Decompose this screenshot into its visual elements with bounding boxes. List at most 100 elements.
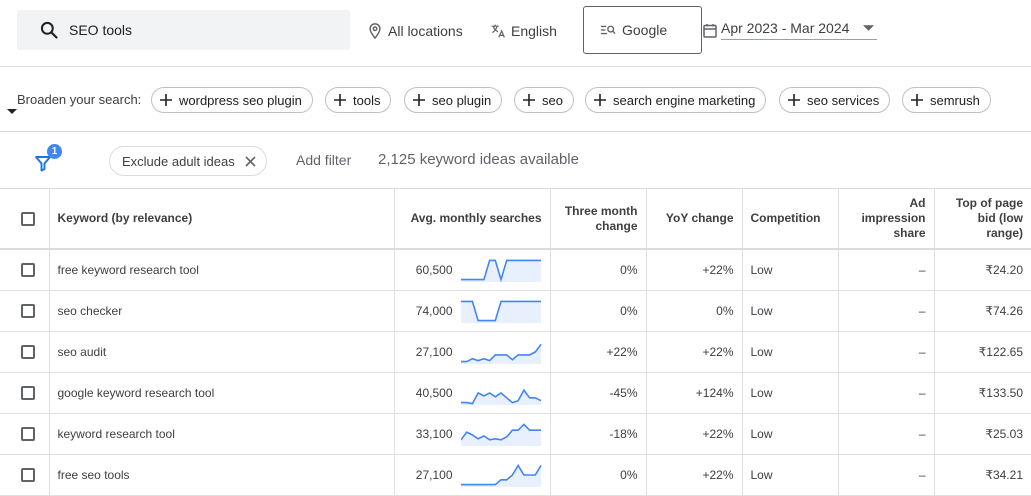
- keyword-cell: google keyword research tool: [49, 372, 395, 413]
- row-checkbox[interactable]: [21, 344, 35, 359]
- avg-searches-value: 60,500: [415, 262, 453, 277]
- trend-sparkline: [460, 463, 542, 487]
- close-icon[interactable]: [245, 155, 256, 167]
- avg-searches-value: 33,100: [415, 426, 453, 441]
- chip-label: semrush: [930, 92, 980, 108]
- keyword-ideas-count: 2,125 keyword ideas available: [378, 151, 579, 168]
- add-icon: [788, 94, 800, 106]
- ad-impression-share: –: [838, 413, 935, 454]
- add-icon: [594, 94, 606, 106]
- trend-sparkline: [460, 343, 542, 364]
- col-header-yoy-change[interactable]: YoY change: [646, 189, 743, 249]
- date-range-label: Apr 2023 - Mar 2024: [721, 20, 850, 36]
- trend-area: [460, 423, 541, 446]
- row-checkbox[interactable]: [21, 426, 35, 441]
- keyword-cell: free seo tools: [49, 454, 395, 495]
- table-row: free seo tools 27,100 0% +22% Low – ₹34.…: [0, 454, 1031, 495]
- broaden-chip-seo-plugin[interactable]: seo plugin: [404, 87, 503, 113]
- three-month-change: +22%: [550, 331, 647, 372]
- trend-line: [460, 300, 541, 321]
- keyword-cell: keyword research tool: [49, 413, 395, 454]
- trend-line: [460, 422, 541, 441]
- col-header-avg-monthly-searches[interactable]: Avg. monthly searches: [394, 189, 551, 249]
- broaden-search-bar: Broaden your search: wordpress seo plugi…: [0, 67, 1031, 132]
- calendar-icon: [703, 23, 717, 38]
- search-icon: [40, 21, 58, 39]
- avg-searches-value: 27,100: [415, 344, 453, 359]
- chip-label: wordpress seo plugin: [179, 92, 302, 108]
- top-bid-low: ₹74.26: [985, 303, 1023, 318]
- ad-impression-share: –: [838, 454, 935, 495]
- competition-value: Low: [742, 413, 839, 454]
- avg-searches-value: 40,500: [415, 385, 453, 400]
- broaden-chip-search-engine-marketing[interactable]: search engine marketing: [585, 87, 767, 113]
- exclude-adult-ideas-chip[interactable]: Exclude adult ideas: [109, 146, 267, 176]
- three-month-change: 0%: [550, 290, 647, 331]
- col-header-top-of-page-bid-low[interactable]: Top of page bid (low range): [955, 196, 1023, 240]
- chip-label: seo services: [807, 92, 880, 108]
- chip-label: search engine marketing: [613, 92, 756, 108]
- add-icon: [160, 94, 172, 106]
- ad-impression-share: –: [838, 249, 935, 290]
- yoy-change: +22%: [646, 413, 743, 454]
- yoy-change: +22%: [646, 331, 743, 372]
- trend-line: [460, 463, 542, 485]
- filter-button[interactable]: 1: [34, 144, 64, 174]
- keyword-cell: free keyword research tool: [49, 249, 395, 290]
- yoy-change: +124%: [646, 372, 743, 413]
- competition-value: Low: [742, 331, 839, 372]
- filter-bar: 1 Exclude adult ideas Add filter 2,125 k…: [0, 132, 1031, 189]
- table-row: keyword research tool 33,100 -18% +22% L…: [0, 413, 1031, 454]
- search-network-icon: [600, 25, 616, 35]
- trend-area: [460, 343, 541, 364]
- broaden-chip-wordpress-seo-plugin[interactable]: wordpress seo plugin: [151, 87, 313, 113]
- col-header-keyword[interactable]: Keyword (by relevance): [49, 189, 395, 249]
- trend-line: [460, 388, 541, 404]
- location-selector[interactable]: All locations: [368, 20, 463, 42]
- trend-line: [460, 259, 541, 283]
- select-all-checkbox[interactable]: [21, 211, 35, 226]
- chip-label: seo plugin: [432, 92, 492, 108]
- exclude-chip-label: Exclude adult ideas: [122, 153, 235, 169]
- date-range-selector[interactable]: Apr 2023 - Mar 2024: [703, 20, 877, 40]
- col-header-competition[interactable]: Competition: [742, 189, 839, 249]
- keyword-search-input[interactable]: SEO tools: [17, 10, 350, 50]
- broaden-chip-seo[interactable]: seo: [514, 87, 574, 113]
- yoy-change: 0%: [646, 290, 743, 331]
- top-bid-low: ₹34.21: [985, 467, 1023, 482]
- table-row: seo audit 27,100 +22% +22% Low – ₹122.65: [0, 331, 1031, 372]
- competition-value: Low: [742, 454, 839, 495]
- row-checkbox[interactable]: [21, 303, 35, 318]
- avg-searches-value: 27,100: [415, 467, 453, 482]
- row-checkbox[interactable]: [21, 467, 35, 482]
- table-row: free keyword research tool 60,500 0% +22…: [0, 249, 1031, 290]
- trend-area: [460, 464, 541, 487]
- add-icon: [413, 94, 425, 106]
- three-month-change: -45%: [550, 372, 647, 413]
- top-bid-low: ₹133.50: [978, 385, 1023, 400]
- table-row: seo checker 74,000 0% 0% Low – ₹74.26: [0, 290, 1031, 331]
- add-filter-button[interactable]: Add filter: [296, 152, 352, 168]
- col-header-ad-impression-share[interactable]: Ad impression share: [838, 189, 935, 249]
- three-month-change: 0%: [550, 454, 647, 495]
- table-row: google keyword research tool 40,500 -45%…: [0, 372, 1031, 413]
- keyword-ideas-table: Keyword (by relevance) Avg. monthly sear…: [0, 189, 1031, 496]
- col-header-three-month-change[interactable]: Three month change: [550, 189, 647, 249]
- three-month-change: 0%: [550, 249, 647, 290]
- language-selector[interactable]: English: [490, 20, 557, 42]
- chip-label: seo: [542, 92, 563, 108]
- broaden-chip-tools[interactable]: tools: [325, 87, 392, 113]
- keyword-cell: seo audit: [49, 331, 395, 372]
- row-checkbox[interactable]: [21, 385, 35, 400]
- broaden-chip-semrush[interactable]: semrush: [902, 87, 991, 113]
- search-query: SEO tools: [69, 22, 133, 38]
- table-header-row: Keyword (by relevance) Avg. monthly sear…: [0, 189, 1031, 249]
- row-checkbox[interactable]: [21, 262, 35, 277]
- trend-sparkline: [460, 388, 541, 405]
- search-engine-selector[interactable]: Google: [583, 6, 702, 54]
- top-bid-low: ₹25.03: [985, 426, 1023, 441]
- collapse-caret-icon[interactable]: [7, 109, 17, 114]
- broaden-chip-seo-services[interactable]: seo services: [779, 87, 891, 113]
- trend-sparkline: [460, 259, 541, 283]
- trend-line: [460, 343, 542, 362]
